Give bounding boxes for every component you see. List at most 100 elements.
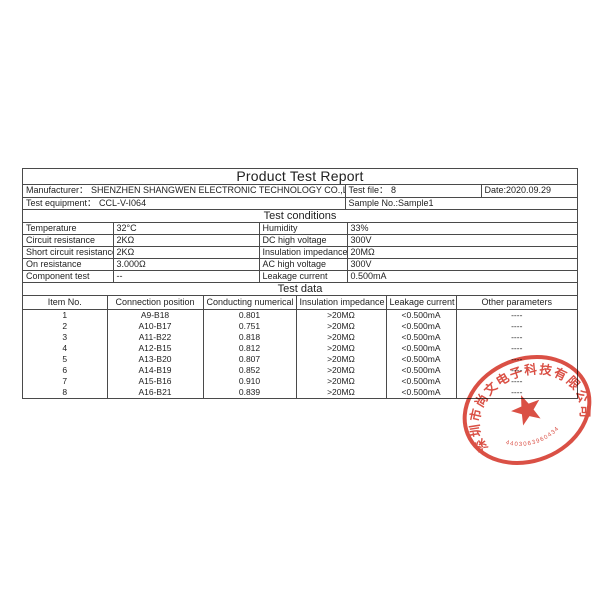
table-row: 2 A10-B17 0.751 >20MΩ <0.500mA ---- [23, 320, 577, 332]
condition-label: Short circuit resistance [23, 246, 114, 259]
condition-value: 300V [347, 258, 577, 271]
condition-row: Temperature 32°C Humidity 33% [23, 222, 577, 235]
item-no: 8 [23, 386, 108, 398]
condition-label: DC high voltage [259, 234, 348, 247]
other-parameters: ---- [511, 364, 523, 375]
condition-label: Humidity [259, 222, 348, 235]
other-parameters: ---- [511, 309, 523, 320]
leakage-current: <0.500mA [386, 309, 457, 321]
column-header: Connection position [107, 296, 204, 310]
conducting-numerical: 0.751 [203, 320, 297, 332]
condition-value: 33% [347, 222, 577, 235]
manufacturer-cell: Manufacturer： SHENZHEN SHANGWEN ELECTRONI… [23, 185, 346, 198]
insulation-impedance: >20MΩ [296, 331, 387, 343]
condition-value: 300V [347, 234, 577, 247]
sample-no-cell: Sample No.:Sample1 [345, 197, 577, 210]
condition-value: 2KΩ [113, 234, 260, 247]
test-file-cell: Test file： 8 [345, 185, 482, 198]
condition-row: Component test -- Leakage current 0.500m… [23, 270, 577, 283]
insulation-impedance: >20MΩ [296, 309, 387, 321]
leakage-current: <0.500mA [386, 342, 457, 354]
other-parameters: ---- [511, 353, 523, 364]
connection-position: A14-B19 [107, 364, 204, 376]
column-header: Item No. [23, 296, 108, 310]
conducting-numerical: 0.818 [203, 331, 297, 343]
table-row: 4 A12-B15 0.812 >20MΩ <0.500mA ---- [23, 342, 577, 354]
condition-value: 0.500mA [347, 270, 577, 283]
condition-value: -- [113, 270, 260, 283]
info-section: Manufacturer： SHENZHEN SHANGWEN ELECTRONI… [23, 185, 577, 210]
seal-number-text: 4403063960434 [503, 420, 563, 457]
condition-value: 32°C [113, 222, 260, 235]
item-no: 3 [23, 331, 108, 343]
table-row: 3 A11-B22 0.818 >20MΩ <0.500mA ---- [23, 331, 577, 343]
leakage-current: <0.500mA [386, 353, 457, 365]
table-row: 6 A14-B19 0.852 >20MΩ <0.500mA ---- [23, 364, 577, 376]
condition-label: Temperature [23, 222, 114, 235]
condition-value: 20MΩ [347, 246, 577, 259]
connection-position: A11-B22 [107, 331, 204, 343]
other-parameters: ---- [511, 386, 523, 397]
condition-row: Circuit resistance 2KΩ DC high voltage 3… [23, 234, 577, 247]
condition-label: Insulation impedance [259, 246, 348, 259]
item-no: 4 [23, 342, 108, 354]
test-data-section: Item No. Connection position Conducting … [23, 296, 577, 398]
page-title: Product Test Report [23, 169, 577, 185]
column-header: Leakage current [386, 296, 457, 310]
test-data-header-row: Item No. Connection position Conducting … [23, 296, 577, 310]
condition-label: Component test [23, 270, 114, 283]
connection-position: A13-B20 [107, 353, 204, 365]
column-header: Insulation impedance [296, 296, 387, 310]
column-header: Conducting numerical [203, 296, 297, 310]
test-conditions-title: Test conditions [23, 210, 577, 223]
conducting-numerical: 0.839 [203, 386, 297, 398]
insulation-impedance: >20MΩ [296, 320, 387, 332]
manufacturer-label: Manufacturer： [26, 185, 89, 196]
conducting-numerical: 0.801 [203, 309, 297, 321]
leakage-current: <0.500mA [386, 364, 457, 376]
test-conditions-section: Temperature 32°C Humidity 33% Circuit re… [23, 222, 577, 283]
table-row: 5 A13-B20 0.807 >20MΩ <0.500mA ---- [23, 353, 577, 365]
condition-label: Circuit resistance [23, 234, 114, 247]
test-equipment-cell: Test equipment： CCL-V-I064 [23, 197, 346, 210]
other-parameters: ---- [511, 375, 523, 386]
item-no: 6 [23, 364, 108, 376]
other-parameters: ---- [511, 342, 523, 353]
table-row: 1 A9-B18 0.801 >20MΩ <0.500mA ---- [23, 309, 577, 321]
leakage-current: <0.500mA [386, 375, 457, 387]
connection-position: A15-B16 [107, 375, 204, 387]
connection-position: A9-B18 [107, 309, 204, 321]
table-row: 7 A15-B16 0.910 >20MΩ <0.500mA ---- [23, 375, 577, 387]
connection-position: A12-B15 [107, 342, 204, 354]
condition-value: 3.000Ω [113, 258, 260, 271]
insulation-impedance: >20MΩ [296, 364, 387, 376]
leakage-current: <0.500mA [386, 386, 457, 398]
leakage-current: <0.500mA [386, 320, 457, 332]
table-row: 8 A16-B21 0.839 >20MΩ <0.500mA ---- [23, 386, 577, 398]
connection-position: A10-B17 [107, 320, 204, 332]
item-no: 1 [23, 309, 108, 321]
item-no: 2 [23, 320, 108, 332]
other-parameters: ---- [511, 331, 523, 342]
other-parameters: ---- [511, 320, 523, 331]
insulation-impedance: >20MΩ [296, 342, 387, 354]
test-equipment-value: CCL-V-I064 [99, 197, 147, 208]
insulation-impedance: >20MΩ [296, 386, 387, 398]
condition-label: AC high voltage [259, 258, 348, 271]
connection-position: A16-B21 [107, 386, 204, 398]
condition-row: Short circuit resistance 2KΩ Insulation … [23, 246, 577, 259]
insulation-impedance: >20MΩ [296, 375, 387, 387]
manufacturer-value: SHENZHEN SHANGWEN ELECTRONIC TECHNOLOGY … [91, 185, 345, 196]
condition-row: On resistance 3.000Ω AC high voltage 300… [23, 258, 577, 271]
condition-label: Leakage current [259, 270, 348, 283]
item-no: 5 [23, 353, 108, 365]
condition-value: 2KΩ [113, 246, 260, 259]
product-test-report-table: Product Test Report Manufacturer： SHENZHE… [22, 168, 578, 399]
conducting-numerical: 0.910 [203, 375, 297, 387]
item-no: 7 [23, 375, 108, 387]
test-data-title: Test data [23, 283, 577, 296]
test-file-label: Test file： [348, 185, 389, 196]
conducting-numerical: 0.812 [203, 342, 297, 354]
column-header: Other parameters [456, 296, 577, 310]
